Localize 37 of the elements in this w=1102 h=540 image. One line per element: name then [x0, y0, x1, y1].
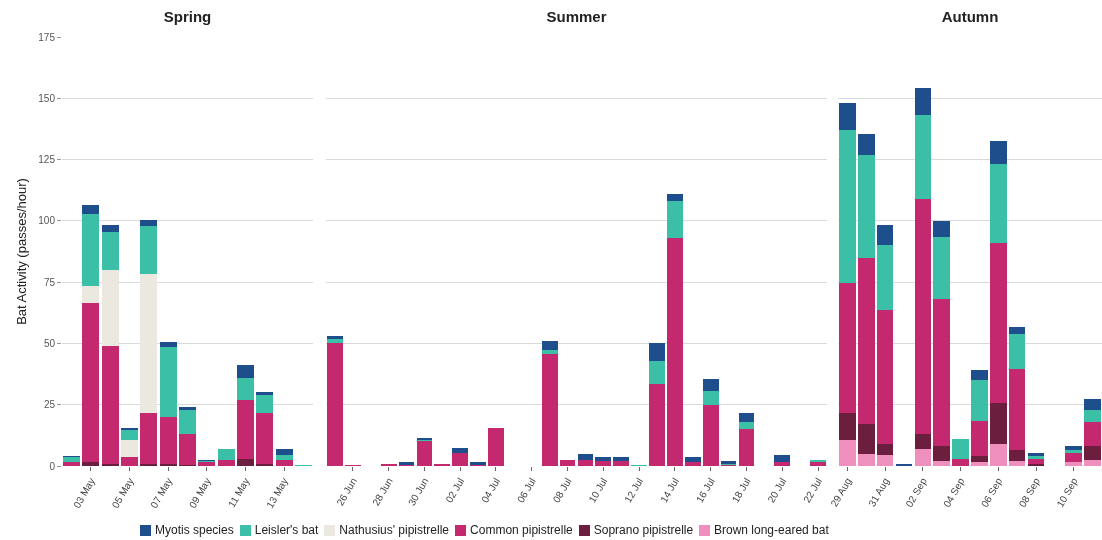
legend-label: Brown long-eared bat	[714, 523, 829, 537]
legend-label: Nathusius' pipistrelle	[339, 523, 450, 537]
x-tick-label: 22 Jul	[801, 476, 825, 505]
x-tick-label: 02 Sep	[903, 475, 930, 509]
x-tick-label: 06 Sep	[978, 475, 1005, 509]
x-tick-label: 14 Jul	[658, 476, 681, 505]
y-tick-label: 150	[38, 92, 56, 104]
legend-label: Myotis species	[155, 523, 234, 537]
y-tick-label: 0	[49, 460, 56, 472]
x-tick-label: 08 Sep	[1016, 475, 1043, 509]
y-tick-label: 100	[38, 215, 56, 227]
y-tick-label: 125	[38, 154, 56, 166]
x-tick-label: 28 Jun	[370, 476, 395, 508]
chart-title: Summer	[546, 8, 607, 26]
x-tick-label: 16 Jul	[693, 476, 717, 505]
y-tick-label: 75	[43, 276, 56, 288]
x-tick-label: 04 Sep	[941, 475, 967, 509]
x-tick-label: 12 Jul	[622, 476, 646, 505]
x-tick-label: 10 Jul	[586, 476, 610, 505]
legend-label: Leisler's bat	[254, 523, 319, 537]
x-tick-label: 18 Jul	[729, 476, 753, 505]
chart-title: Spring	[163, 8, 212, 26]
y-axis-title: Bat Activity (passes/hour)	[14, 178, 30, 325]
x-tick-label: 10 Sep	[1054, 475, 1080, 509]
legend-label: Soprano pipistrelle	[593, 523, 694, 537]
x-tick-label: 02 Jul	[443, 476, 467, 505]
y-tick-label: 175	[38, 31, 56, 43]
y-tick-label: 25	[43, 399, 56, 411]
x-tick-label: 20 Jul	[765, 476, 789, 505]
x-tick-label: 04 Jul	[479, 476, 503, 505]
y-tick-label: 50	[43, 337, 56, 349]
x-tick-label: 30 Jun	[405, 476, 431, 508]
chart-title: Autumn	[941, 8, 999, 26]
x-tick-label: 08 Jul	[550, 476, 574, 505]
x-tick-label: 26 Jun	[334, 476, 359, 508]
x-tick-label: 06 Jul	[514, 476, 538, 505]
legend-label: Common pipistrelle	[470, 523, 573, 537]
